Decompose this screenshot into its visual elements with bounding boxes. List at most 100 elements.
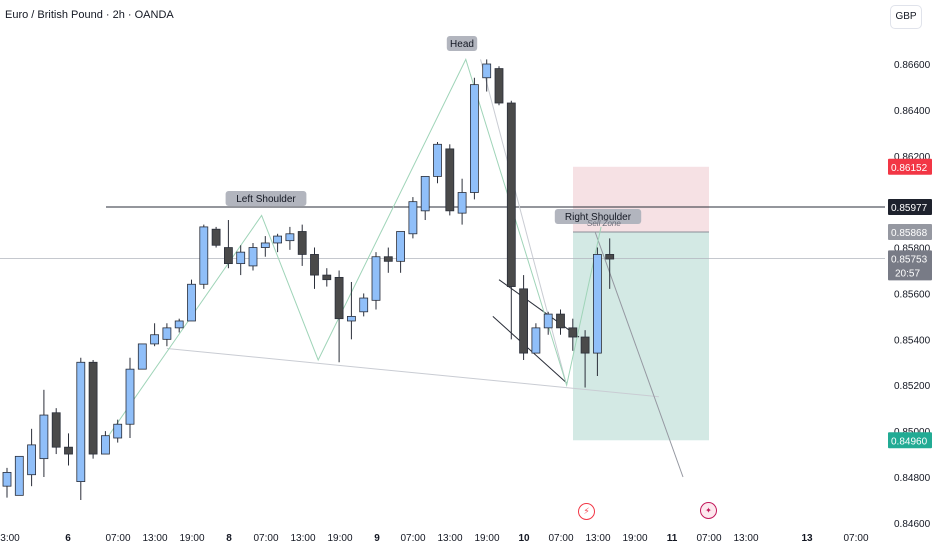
candle-body: [334, 276, 344, 320]
candle-body: [396, 231, 406, 262]
time-tick-label: 13:00: [290, 533, 315, 544]
left-shoulder-label-bg: [225, 191, 307, 206]
candle-body: [27, 444, 37, 476]
candle-body: [408, 201, 418, 235]
time-tick-label: 19:00: [179, 533, 204, 544]
candle-body: [223, 247, 233, 265]
countdown-label: 20:57: [895, 268, 920, 279]
head-label-bg: [446, 36, 478, 51]
time-tick-label: 13:00: [437, 533, 462, 544]
candle-body: [433, 143, 442, 177]
candle-body: [482, 63, 492, 79]
candle-body: [150, 334, 160, 345]
head-drop-line: [480, 59, 568, 386]
candle-body: [297, 231, 307, 255]
candle-body: [593, 254, 602, 354]
candle-body: [76, 361, 86, 482]
time-tick-label: 07:00: [696, 533, 721, 544]
stop-price-badge: 0.86152: [891, 163, 928, 174]
candle-body: [469, 84, 479, 193]
candle-body: [248, 247, 258, 267]
candle-body: [346, 315, 356, 322]
candle-body: [506, 102, 516, 287]
time-tick-label: 13:00: [142, 533, 167, 544]
candle-body: [383, 256, 393, 262]
candle-body: [543, 313, 553, 329]
time-tick-label: 13:00: [733, 533, 758, 544]
entry-price-badge-bg: [888, 223, 932, 240]
head-shoulders-pattern: [104, 58, 602, 441]
head-label: Head: [450, 39, 474, 50]
time-tick-label: 6: [65, 533, 71, 544]
candle-body: [580, 336, 590, 354]
left-shoulder-label: Left Shoulder: [236, 194, 296, 205]
candle-body: [2, 472, 12, 487]
candle-body: [519, 288, 528, 354]
right-shoulder-label: Right Shoulder: [565, 212, 632, 223]
candle-body: [113, 423, 123, 439]
candle-body: [568, 327, 578, 338]
candle-body: [359, 297, 369, 313]
time-tick-label: 07:00: [548, 533, 573, 544]
sell-zone-label: Sell Zone: [587, 219, 621, 228]
target-price-badge: 0.84960: [891, 436, 928, 447]
candle-body: [125, 368, 135, 425]
candle-body: [420, 176, 430, 212]
price-tick-label: 0.85200: [894, 381, 931, 392]
time-tick-label: 13:00: [585, 533, 610, 544]
time-tick-label: 07:00: [843, 533, 868, 544]
candle-body: [494, 68, 504, 104]
candle-body: [310, 254, 319, 276]
candle-body: [211, 228, 221, 246]
price-tick-label: 0.85800: [894, 244, 931, 255]
time-tick-label: 07:00: [400, 533, 425, 544]
lower-neckline: [166, 348, 659, 398]
time-tick-label: 19:00: [327, 533, 352, 544]
current-price-badge: 0.85753: [891, 254, 928, 265]
candle-body: [260, 242, 270, 248]
time-tick-label: 07:00: [105, 533, 130, 544]
candle-body: [285, 233, 295, 242]
price-tick-label: 0.84600: [894, 519, 931, 530]
candle-body: [236, 251, 246, 265]
neckline-price-badge: 0.85977: [891, 203, 928, 214]
time-tick-label: 10: [518, 533, 530, 544]
time-tick-label: 9: [374, 533, 380, 544]
price-tick-label: 0.84800: [894, 473, 931, 484]
candle-body: [199, 226, 209, 285]
candles-group: [2, 59, 615, 500]
current-price-badge-bg: [888, 250, 932, 281]
candle-body: [187, 283, 196, 322]
time-tick-label: 8: [226, 533, 232, 544]
right-shoulder-label-bg: [554, 209, 642, 224]
candle-body: [556, 313, 565, 329]
time-tick-label: 19:00: [622, 533, 647, 544]
time-tick-label: 3:00: [0, 533, 20, 544]
candle-body: [137, 343, 147, 370]
price-tick-label: 0.86400: [894, 106, 931, 117]
chart-title: Euro / British Pound · 2h · OANDA: [5, 9, 174, 21]
candle-body: [162, 327, 172, 340]
candle-body: [445, 148, 455, 212]
flash-event-icon[interactable]: ⚡: [578, 503, 595, 520]
price-tick-label: 0.86200: [894, 152, 931, 163]
candle-body: [273, 235, 283, 244]
candle-body: [457, 192, 467, 214]
channel-lower: [492, 316, 567, 384]
candle-body: [322, 274, 332, 281]
time-tick-label: 19:00: [474, 533, 499, 544]
target-price-badge-bg: [888, 432, 932, 449]
candle-body: [531, 327, 541, 354]
price-tick-label: 0.85400: [894, 335, 931, 346]
candle-body: [605, 254, 615, 260]
candle-body: [64, 446, 73, 455]
neckline-price-badge-bg: [888, 198, 932, 215]
flag-event-icon[interactable]: ✦: [700, 502, 717, 519]
time-tick-label: 13: [801, 533, 813, 544]
candle-body: [88, 361, 98, 455]
currency-button[interactable]: GBP: [890, 5, 922, 29]
candle-body: [371, 256, 381, 301]
candle-body: [14, 455, 24, 496]
stop-price-badge-bg: [888, 158, 932, 175]
